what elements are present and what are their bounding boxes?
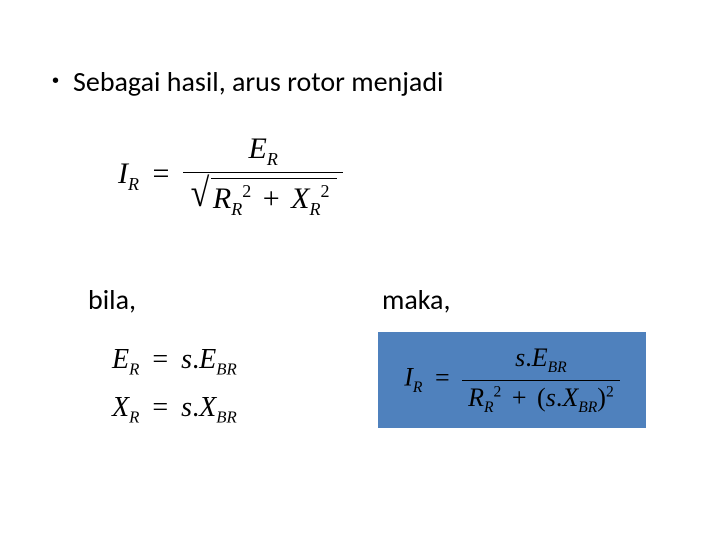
sym-sub-BR: BR (548, 360, 567, 377)
sym-s: s (546, 383, 556, 412)
paren-close: ) (597, 383, 606, 412)
formula-ir-main: IR = ER √ RR2 + XR2 (118, 132, 343, 220)
sym-sub-R: R (231, 199, 242, 219)
slide: • Sebagai hasil, arus rotor menjadi IR =… (0, 0, 720, 540)
sym-R: R (468, 383, 484, 412)
substitution-equations: ER = s.EBR XR = s.XBR (112, 336, 237, 432)
sqrt: √ RR2 + XR2 (189, 175, 338, 220)
sym-eq: = (429, 363, 456, 392)
sym-sub-R: R (484, 399, 494, 416)
sym-sq: 2 (242, 181, 251, 201)
sym-sub-R: R (413, 379, 423, 396)
sym-X: X (112, 392, 129, 423)
sym-plus: + (259, 182, 284, 215)
sym-X: X (562, 383, 578, 412)
label-bila: bila, (88, 282, 136, 317)
bullet-marker: • (52, 64, 59, 98)
sym-eq: = (146, 344, 174, 375)
denominator-result: RR2 + (s.XBR)2 (462, 380, 620, 417)
sym-sub-R: R (309, 199, 320, 219)
sym-s: s (181, 344, 192, 375)
sym-eq: = (146, 392, 174, 423)
sqrt-body: RR2 + XR2 (211, 178, 338, 220)
sym-R: R (213, 182, 231, 215)
paren-open: ( (537, 383, 546, 412)
sym-sub-R: R (267, 149, 278, 169)
sym-sub-R: R (129, 408, 139, 427)
sym-sq: 2 (606, 383, 614, 400)
numerator-main: ER (183, 132, 344, 172)
denominator-main: √ RR2 + XR2 (183, 172, 344, 220)
fraction-result: s.EBR RR2 + (s.XBR)2 (462, 343, 620, 416)
sym-E: E (112, 344, 129, 375)
sym-eq: = (147, 157, 176, 190)
label-maka: maka, (382, 282, 450, 317)
sym-plus: + (508, 383, 531, 412)
formula-ir-result: IR = s.EBR RR2 + (s.XBR)2 (404, 343, 619, 416)
eq-xr: XR = s.XBR (112, 384, 237, 432)
fraction-main: ER √ RR2 + XR2 (183, 132, 344, 220)
sym-sub-BR: BR (216, 360, 237, 379)
sym-X: X (291, 182, 309, 215)
numerator-result: s.EBR (462, 343, 620, 379)
sym-s: s (181, 392, 192, 423)
sym-E: E (532, 343, 548, 372)
sym-sub-R: R (128, 174, 139, 194)
result-box: IR = s.EBR RR2 + (s.XBR)2 (378, 332, 646, 428)
sym-E: E (199, 344, 216, 375)
bullet-line: • Sebagai hasil, arus rotor menjadi (52, 64, 443, 99)
sym-X: X (199, 392, 216, 423)
sym-sq: 2 (320, 181, 329, 201)
sym-sub-BR: BR (578, 399, 597, 416)
sym-E: E (249, 132, 267, 165)
sym-I: I (118, 157, 128, 190)
sym-sub-R: R (129, 360, 139, 379)
sqrt-sign: √ (191, 173, 210, 218)
bullet-text: Sebagai hasil, arus rotor menjadi (73, 64, 443, 99)
sym-sq: 2 (494, 383, 502, 400)
sym-I: I (404, 363, 413, 392)
sym-sub-BR: BR (216, 408, 237, 427)
eq-er: ER = s.EBR (112, 336, 237, 384)
sym-s: s (515, 343, 525, 372)
